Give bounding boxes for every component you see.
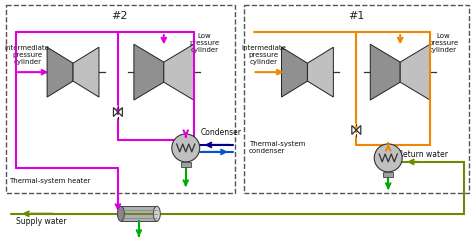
Polygon shape [400,44,430,100]
Polygon shape [164,44,194,100]
Bar [121,206,157,221]
Bar [6,5,235,193]
Polygon shape [134,44,164,100]
Bar [383,172,393,177]
Bar [181,162,191,167]
Bar [244,5,469,193]
Polygon shape [308,47,333,97]
Text: #1: #1 [348,11,365,21]
Ellipse shape [118,206,124,221]
Text: Intermediate
pressure
cylinder: Intermediate pressure cylinder [241,45,286,65]
Polygon shape [352,125,361,134]
Text: Low
pressure
cylinder: Low pressure cylinder [428,33,458,53]
Polygon shape [282,47,308,97]
Circle shape [374,144,402,172]
Text: Condenser: Condenser [201,128,242,137]
Circle shape [172,134,200,162]
Polygon shape [370,44,400,100]
Polygon shape [47,47,73,97]
Text: Low
pressure
cylinder: Low pressure cylinder [190,33,220,53]
Polygon shape [113,108,122,117]
Text: Thermal-system
condenser: Thermal-system condenser [248,141,305,155]
Text: Intermediate
pressure
cylinder: Intermediate pressure cylinder [5,45,50,65]
Text: Supply water: Supply water [16,217,67,226]
Ellipse shape [153,206,160,221]
Polygon shape [73,47,99,97]
Text: #2: #2 [110,11,127,21]
Text: Return water: Return water [398,151,448,159]
Text: Thermal-system heater: Thermal-system heater [9,178,91,184]
